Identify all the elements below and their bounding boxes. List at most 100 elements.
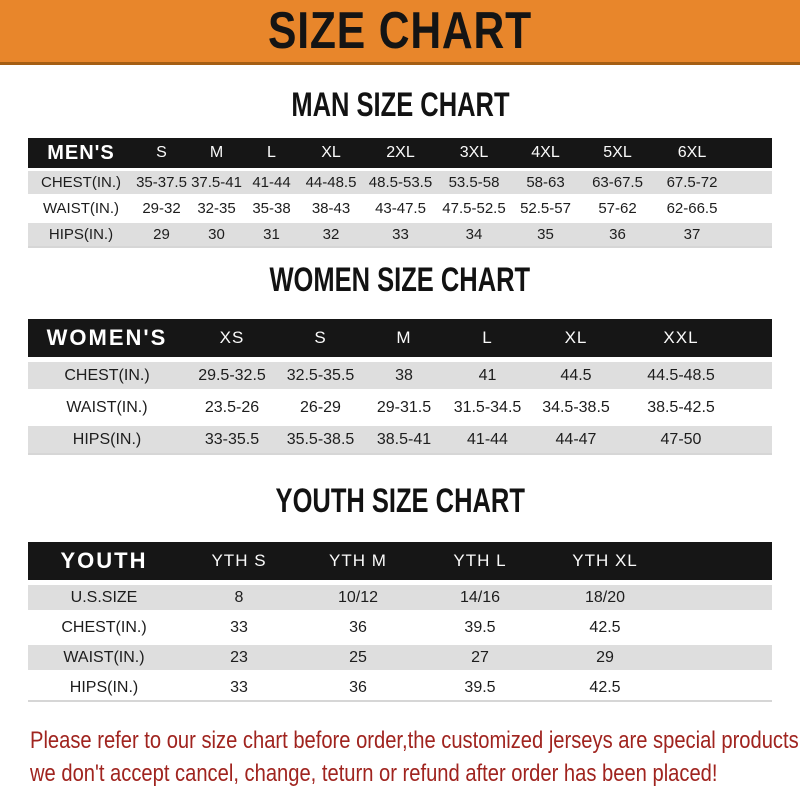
size-value-cell: 32.5-35.5 [286, 366, 355, 384]
row-label: HIPS(IN.) [48, 226, 114, 243]
size-value-cell: 10/12 [337, 588, 379, 606]
size-value-cell: 41 [478, 366, 497, 384]
column-header: YTH L [453, 551, 507, 570]
size-value-cell: 29 [153, 226, 170, 243]
size-value-cell: 38.5-41 [376, 430, 432, 448]
size-value-cell: 44.5 [560, 366, 592, 384]
size-value-cell: 38.5-42.5 [647, 398, 715, 416]
size-value-cell: 31.5-34.5 [453, 398, 522, 416]
row-label: HIPS(IN.) [69, 678, 139, 696]
column-header: 6XL [677, 144, 707, 161]
footer-disclaimer: Please refer to our size chart before or… [0, 724, 800, 790]
column-header: L [267, 144, 276, 161]
row-label: CHEST(IN.) [61, 618, 147, 636]
mens-size-table: MEN'S S M L XL 2XL 3XL 4XL 5XL 6XL CHEST(IN.) 35-37… [28, 138, 772, 248]
table-row: CHEST(IN.) 29.5-32.5 32.5-35.5 38 41 44.5 44.5… [28, 362, 772, 389]
table-corner-label: MEN'S [47, 141, 115, 164]
size-value-cell: 23 [230, 648, 248, 666]
size-value-cell: 39.5 [464, 678, 496, 696]
womens-size-table: WOMEN'S XS S M L XL XXL CHEST(IN.) 29.5-32.5 32.5… [28, 319, 772, 455]
size-value-cell: 48.5-53.5 [368, 174, 433, 191]
size-value-cell: 26-29 [300, 398, 341, 416]
size-value-cell: 43-47.5 [375, 200, 426, 217]
size-value-cell: 23.5-26 [204, 398, 260, 416]
table-header-row: WOMEN'S XS S M L XL XXL [28, 319, 772, 357]
row-label: CHEST(IN.) [64, 366, 150, 384]
column-header: 4XL [531, 144, 560, 161]
disclaimer-line-2: we don't accept cancel, change, teturn o… [30, 760, 718, 787]
table-row: HIPS(IN.) 29 30 31 32 33 34 35 36 37 [28, 223, 772, 248]
column-header: 2XL [386, 144, 415, 161]
table-row: CHEST(IN.) 33 36 39.5 42.5 [28, 615, 772, 640]
column-header: YTH S [211, 551, 267, 570]
size-value-cell: 25 [349, 648, 367, 666]
column-header: XL [321, 144, 341, 161]
row-label: WAIST(IN.) [66, 398, 148, 416]
table-corner-label: YOUTH [60, 548, 148, 573]
size-value-cell: 41-44 [467, 430, 508, 448]
size-value-cell: 35 [537, 226, 554, 243]
size-value-cell: 8 [234, 588, 244, 606]
size-value-cell: 27 [471, 648, 489, 666]
table-row: WAIST(IN.) 23 25 27 29 [28, 645, 772, 670]
column-header: S [156, 144, 167, 161]
size-value-cell: 29-32 [142, 200, 181, 217]
size-value-cell: 53.5-58 [448, 174, 500, 191]
size-value-cell: 62-66.5 [666, 200, 718, 217]
table-row: CHEST(IN.) 35-37.5 37.5-41 41-44 44-48.5 48.5… [28, 171, 772, 194]
size-value-cell: 33 [230, 618, 248, 636]
column-header: XS [219, 328, 245, 347]
section-heading-youth: YOUTH SIZE CHART [0, 483, 800, 519]
table-row: U.S.SIZE 8 10/12 14/16 18/20 [28, 585, 772, 610]
size-value-cell: 36 [349, 618, 367, 636]
column-header: YTH XL [572, 551, 638, 570]
table-header-row: MEN'S S M L XL 2XL 3XL 4XL 5XL 6XL [28, 138, 772, 168]
table-header-row: YOUTH YTH S YTH M YTH L YTH XL [28, 542, 772, 580]
row-label: CHEST(IN.) [41, 174, 121, 191]
size-chart-banner: SIZE CHART [0, 0, 800, 65]
size-value-cell: 47.5-52.5 [442, 200, 506, 217]
column-header: L [482, 328, 493, 347]
size-value-cell: 41-44 [252, 174, 291, 191]
row-label: WAIST(IN.) [63, 648, 145, 666]
column-header: M [396, 328, 412, 347]
size-value-cell: 67.5-72 [666, 174, 718, 191]
size-value-cell: 29-31.5 [376, 398, 432, 416]
size-value-cell: 44-47 [555, 430, 597, 448]
table-row: HIPS(IN.) 33-35.5 35.5-38.5 38.5-41 41-44 44-… [28, 426, 772, 455]
column-header: XXL [663, 328, 699, 347]
size-value-cell: 42.5 [589, 618, 621, 636]
size-value-cell: 38 [395, 366, 413, 384]
size-value-cell: 34.5-38.5 [542, 398, 610, 416]
size-value-cell: 37 [683, 226, 701, 243]
column-header: 3XL [459, 144, 489, 161]
column-header: 5XL [603, 144, 632, 161]
size-value-cell: 47-50 [660, 430, 702, 448]
size-value-cell: 38-43 [311, 200, 351, 217]
size-value-cell: 39.5 [464, 618, 496, 636]
size-value-cell: 36 [609, 226, 626, 243]
size-value-cell: 44.5-48.5 [647, 366, 715, 384]
size-value-cell: 29.5-32.5 [198, 366, 266, 384]
size-value-cell: 37.5-41 [191, 174, 242, 191]
row-label: U.S.SIZE [70, 588, 138, 606]
table-row: WAIST(IN.) 23.5-26 26-29 29-31.5 31.5-34.5 34… [28, 394, 772, 421]
size-value-cell: 18/20 [584, 588, 626, 606]
table-row: WAIST(IN.) 29-32 32-35 35-38 38-43 43-47.5 47.… [28, 197, 772, 220]
section-heading-text: WOMEN SIZE CHART [269, 261, 531, 299]
size-value-cell: 30 [208, 226, 225, 243]
section-heading-man: MAN SIZE CHART [0, 87, 800, 123]
size-value-cell: 42.5 [589, 678, 621, 696]
banner-title: SIZE CHART [267, 2, 533, 60]
section-heading-text: MAN SIZE CHART [290, 86, 510, 124]
column-header: S [314, 328, 327, 347]
column-header: M [209, 144, 224, 161]
size-value-cell: 34 [465, 226, 483, 243]
table-row: HIPS(IN.) 33 36 39.5 42.5 [28, 675, 772, 702]
size-value-cell: 35-38 [252, 200, 291, 217]
section-heading-text: YOUTH SIZE CHART [275, 482, 525, 520]
row-label: HIPS(IN.) [72, 430, 142, 448]
row-label: WAIST(IN.) [42, 200, 120, 217]
size-value-cell: 44-48.5 [305, 174, 357, 191]
table-corner-label: WOMEN'S [46, 325, 168, 350]
